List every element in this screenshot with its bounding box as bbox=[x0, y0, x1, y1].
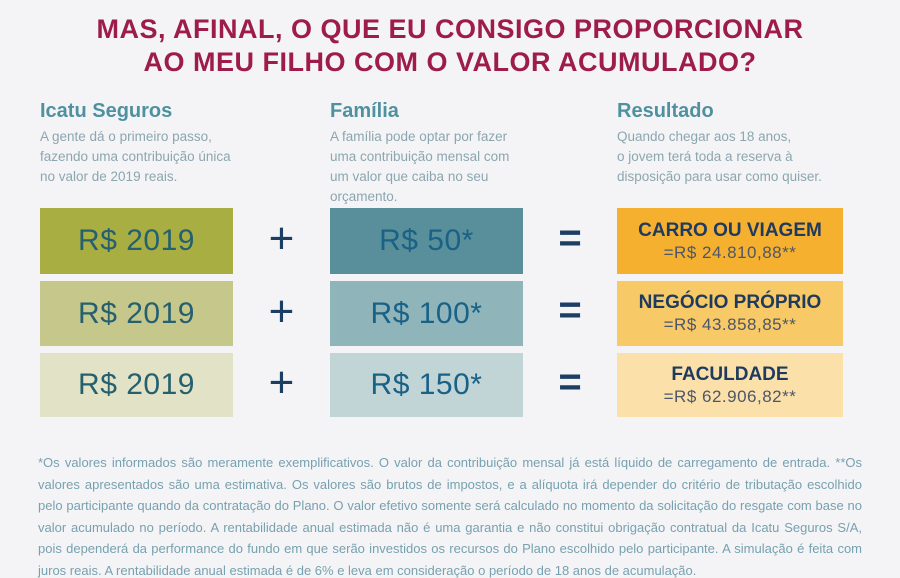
legal-footnote: *Os valores informados são meramente exe… bbox=[38, 455, 862, 578]
plus-operator: + bbox=[268, 358, 295, 407]
result-value: =R$ 24.810,88** bbox=[663, 242, 797, 262]
result-title: FACULDADE bbox=[671, 363, 789, 385]
column-header-resultado: Resultado Quando chegar aos 18 anos, o j… bbox=[617, 100, 879, 187]
page-title: MAS, AFINAL, O QUE EU CONSIGO PROPORCION… bbox=[0, 13, 900, 79]
single-contribution-amount: R$ 2019 bbox=[78, 224, 195, 257]
calculation-row: R$ 2019 + R$ 150* = FACULDADE =R$ 62.906… bbox=[0, 353, 900, 417]
monthly-contribution-amount: R$ 150* bbox=[370, 368, 483, 401]
plus-operator: + bbox=[268, 286, 295, 336]
result-box: CARRO OU VIAGEM =R$ 24.810,88** bbox=[617, 208, 843, 274]
column-heading: Icatu Seguros bbox=[40, 100, 173, 122]
single-contribution-amount: R$ 2019 bbox=[78, 296, 195, 330]
column-header-icatu-seguros: Icatu Seguros A gente dá o primeiro pass… bbox=[40, 100, 302, 187]
result-box: FACULDADE =R$ 62.906,82** bbox=[617, 353, 843, 417]
monthly-contribution-amount: R$ 50* bbox=[379, 224, 474, 257]
monthly-contribution-amount: R$ 100* bbox=[370, 296, 483, 330]
column-header-familia: Família A família pode optar por fazer u… bbox=[330, 100, 592, 207]
column-heading: Resultado bbox=[617, 100, 714, 122]
column-heading: Família bbox=[330, 100, 399, 122]
result-value: =R$ 62.906,82** bbox=[663, 386, 797, 406]
monthly-contribution-box: R$ 150* bbox=[330, 353, 523, 417]
equals-operator: = bbox=[558, 359, 582, 404]
single-contribution-box: R$ 2019 bbox=[40, 281, 233, 346]
monthly-contribution-box: R$ 100* bbox=[330, 281, 523, 346]
page-title-line1: MAS, AFINAL, O QUE EU CONSIGO PROPORCION… bbox=[96, 14, 804, 44]
plus-operator: + bbox=[268, 214, 295, 263]
result-box: NEGÓCIO PRÓPRIO =R$ 43.858,85** bbox=[617, 281, 843, 346]
single-contribution-box: R$ 2019 bbox=[40, 208, 233, 274]
column-description: A família pode optar por fazer uma contr… bbox=[330, 129, 510, 204]
result-title: NEGÓCIO PRÓPRIO bbox=[638, 292, 822, 313]
equals-operator: = bbox=[558, 288, 582, 332]
monthly-contribution-box: R$ 50* bbox=[330, 208, 523, 274]
column-description: Quando chegar aos 18 anos, o jovem terá … bbox=[617, 129, 822, 184]
column-description: A gente dá o primeiro passo, fazendo uma… bbox=[40, 129, 231, 184]
page-title-line2: AO MEU FILHO COM O VALOR ACUMULADO? bbox=[143, 47, 757, 77]
result-value: =R$ 43.858,85** bbox=[663, 315, 797, 334]
equals-operator: = bbox=[558, 215, 582, 260]
single-contribution-box: R$ 2019 bbox=[40, 353, 233, 417]
single-contribution-amount: R$ 2019 bbox=[78, 368, 195, 401]
result-title: CARRO OU VIAGEM bbox=[638, 219, 822, 241]
calculation-row: R$ 2019 + R$ 100* = NEGÓCIO PRÓPRIO =R$ … bbox=[0, 281, 900, 346]
calculation-row: R$ 2019 + R$ 50* = CARRO OU VIAGEM =R$ 2… bbox=[0, 208, 900, 274]
